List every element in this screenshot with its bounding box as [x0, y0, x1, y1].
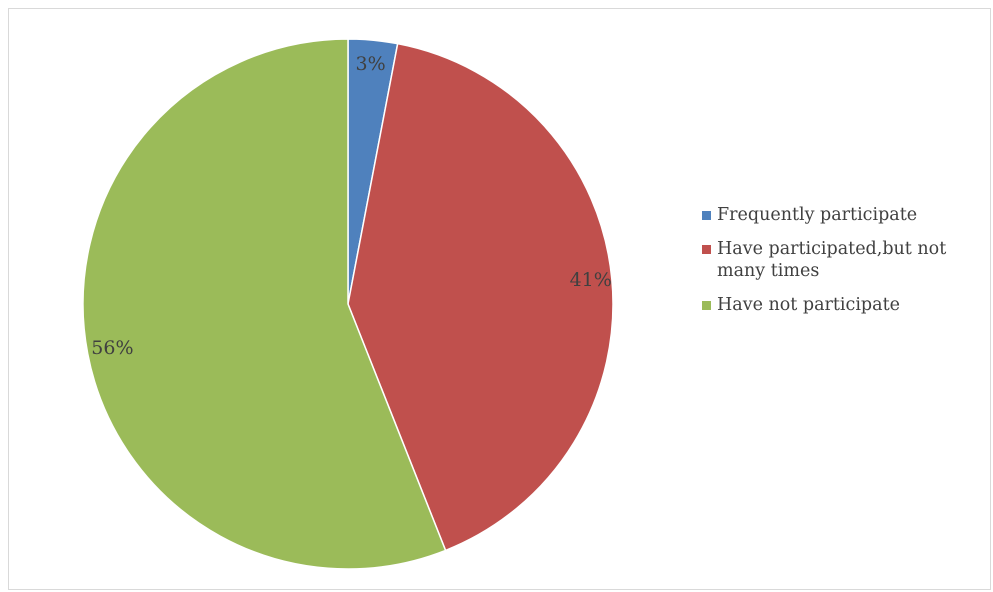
- legend-item-have-participated: Have participated,but not many times: [702, 238, 987, 282]
- slice-label-frequently-participate: 3%: [355, 53, 385, 75]
- legend-label: Frequently participate: [717, 205, 918, 225]
- legend-swatch: [702, 301, 711, 310]
- slice-have-participated: [347, 42, 614, 552]
- legend-swatch: [702, 211, 711, 220]
- legend-item-have-not-participate: Have not participate: [702, 294, 987, 316]
- legend: Frequently participate Have participated…: [702, 204, 987, 328]
- legend-label: Have not participate: [717, 295, 900, 315]
- pie-labels: 3% 41% 56%: [91, 53, 612, 359]
- slice-have-not-participate: [82, 38, 447, 570]
- legend-label: Have participated,but not many times: [717, 239, 947, 281]
- legend-swatch: [702, 245, 711, 254]
- pie-slices: [82, 38, 614, 570]
- legend-item-frequently-participate: Frequently participate: [702, 204, 987, 226]
- slice-label-have-participated: 41%: [570, 269, 612, 291]
- slice-label-have-not-participate: 56%: [91, 337, 133, 359]
